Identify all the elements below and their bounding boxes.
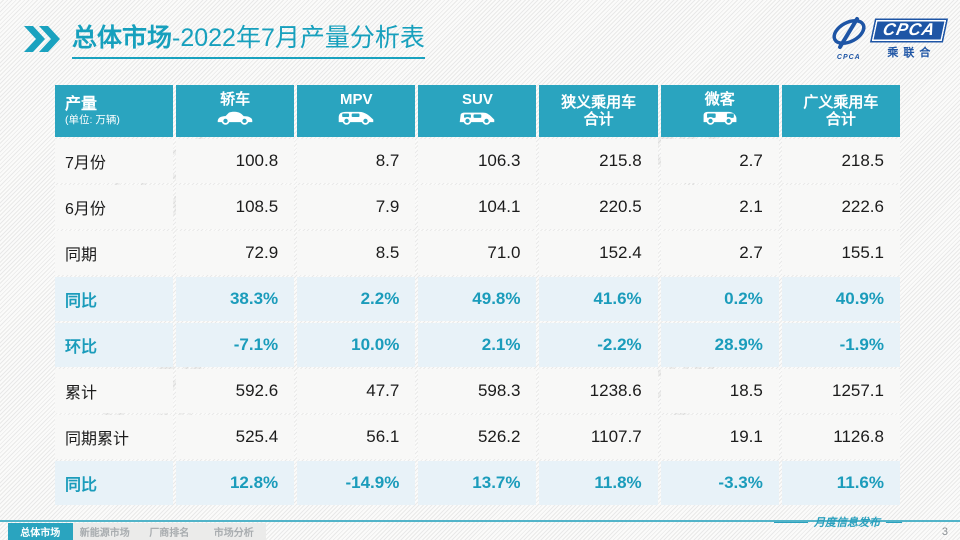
row-label: 7月份 [55,139,173,183]
footer-divider [0,520,960,522]
table-cell: 2.7 [660,139,779,183]
table-cell: -14.9% [297,461,416,505]
table-cell: 7.9 [297,185,416,229]
table-cell: 40.9% [781,277,900,321]
table-cell: 1126.8 [781,415,900,459]
table-cell: 218.5 [781,139,900,183]
table-cell: 28.9% [660,323,779,367]
table-cell: 11.8% [539,461,658,505]
table-cell: 100.8 [176,139,295,183]
table-cell: 2.7 [660,231,779,275]
table-cell: 0.2% [660,277,779,321]
table-cell: -1.9% [781,323,900,367]
table-cell: 2.2% [297,277,416,321]
logo-acronym: CPCA [871,20,947,41]
table-cell: 104.1 [418,185,537,229]
column-header-broad-pv: 广义乘用车 合计 [781,85,900,137]
row-label: 同比 [55,277,173,321]
table-cell: 215.8 [539,139,658,183]
row-label: 累计 [55,369,173,413]
table-cell: 13.7% [418,461,537,505]
table-cell: 47.7 [297,369,416,413]
table-cell: 1107.7 [539,415,658,459]
double-chevron-icon [24,25,62,57]
slide-title: 总体市场-2022年7月产量分析表 [24,24,425,59]
table-cell: 11.6% [781,461,900,505]
logo-sub-text: CPCA [836,54,861,61]
table-cell: 71.0 [418,231,537,275]
table-cell: 8.5 [297,231,416,275]
production-table: 产量 (单位: 万辆) 轿车 MPV SUV [55,85,900,505]
row-label: 同比 [55,461,173,505]
row-label: 同期累计 [55,415,173,459]
row-label: 6月份 [55,185,173,229]
table-cell: 10.0% [297,323,416,367]
tab-nev-market[interactable]: 新能源市场 [79,528,130,539]
table-cell: 12.8% [176,461,295,505]
table-cell: 38.3% [176,277,295,321]
table-cell: 155.1 [781,231,900,275]
table-cell: 526.2 [418,415,537,459]
table-cell: 106.3 [418,139,537,183]
mpv-icon [337,108,375,130]
footer-nav-tabs: 总体市场 新能源市场 厂商排名 市场分析 [8,523,266,540]
tab-overall-market[interactable]: 总体市场 [8,523,73,540]
page-title: 总体市场-2022年7月产量分析表 [72,24,425,59]
table-cell: -2.2% [539,323,658,367]
table-cell: 525.4 [176,415,295,459]
column-header-sedan: 轿车 [176,85,295,137]
sedan-icon [216,108,254,130]
page-number: 3 [941,526,948,538]
table-cell: 108.5 [176,185,295,229]
table-cell: 56.1 [297,415,416,459]
table-cell: 152.4 [539,231,658,275]
table-cell: 598.3 [418,369,537,413]
column-header-narrow-pv: 狭义乘用车 合计 [539,85,658,137]
column-header-microvan: 微客 [660,85,779,137]
table-cell: 8.7 [297,139,416,183]
table-cell: 220.5 [539,185,658,229]
table-cell: -7.1% [176,323,295,367]
row-label: 同期 [55,231,173,275]
table-cell: 2.1 [660,185,779,229]
table-cell: 19.1 [660,415,779,459]
table-cell: 1238.6 [539,369,658,413]
publication-label: 月度信息发布 [774,514,902,530]
table-cell: 1257.1 [781,369,900,413]
table-cell: -3.3% [660,461,779,505]
microvan-icon [701,108,739,130]
pub-line-right [886,521,902,523]
table-cell: 592.6 [176,369,295,413]
logo-cn-name: 乘联合 [887,47,936,59]
table-cell: 41.6% [539,277,658,321]
cpca-logo: CPCA CPCA 乘联合 [828,16,947,61]
column-header-suv: SUV [418,85,537,137]
table-corner-header: 产量 (单位: 万辆) [55,85,173,137]
table-cell: 222.6 [781,185,900,229]
column-header-mpv: MPV [297,85,416,137]
tab-market-analysis[interactable]: 市场分析 [213,528,254,539]
tab-oem-ranking[interactable]: 厂商排名 [149,528,190,539]
pub-line-left [774,521,808,523]
cpca-swoosh-icon [828,16,870,57]
table-cell: 2.1% [418,323,537,367]
table-cell: 49.8% [418,277,537,321]
suv-icon [458,108,496,130]
table-cell: 72.9 [176,231,295,275]
table-cell: 18.5 [660,369,779,413]
row-label: 环比 [55,323,173,367]
